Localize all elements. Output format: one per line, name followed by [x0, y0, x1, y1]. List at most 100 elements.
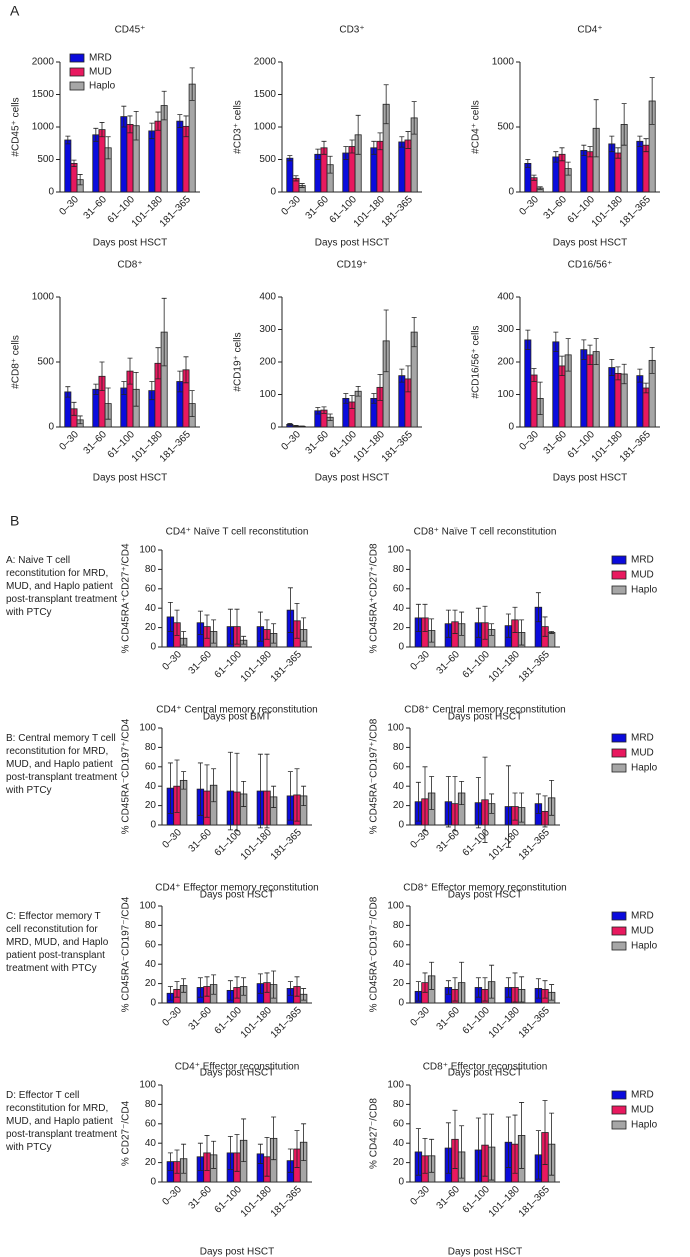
error-bar	[349, 139, 355, 154]
error-bar	[525, 329, 531, 351]
error-bar	[167, 601, 173, 632]
y-tick-label: 80	[393, 920, 405, 931]
x-tick-label: 31–60	[187, 1005, 215, 1033]
bar	[148, 130, 156, 193]
error-bar	[581, 144, 587, 156]
error-bar	[475, 777, 481, 829]
error-bar	[211, 974, 217, 995]
error-bar	[593, 338, 599, 365]
error-bar	[211, 1140, 217, 1169]
x-tick-label: 0–30	[279, 429, 303, 453]
y-axis-label: % CD27⁻/CD4	[121, 1100, 132, 1166]
legend-label: MRD	[631, 911, 654, 922]
legend-label: MUD	[631, 570, 654, 581]
y-tick-label: 60	[393, 761, 405, 772]
chart-title: CD45⁺	[115, 25, 146, 36]
error-bar	[489, 623, 495, 636]
y-tick-label: 0	[398, 998, 404, 1009]
error-bar	[177, 370, 183, 393]
error-bar	[445, 776, 451, 828]
x-axis-label: Days post HSCT	[553, 238, 627, 249]
y-tick-label: 1500	[32, 89, 55, 100]
error-bar	[293, 424, 299, 428]
bar	[636, 375, 644, 428]
error-bar	[537, 186, 543, 190]
chart-title: CD4⁺	[577, 25, 602, 36]
error-bar	[422, 1137, 428, 1174]
x-tick-label: 31–60	[435, 649, 463, 677]
y-tick-label: 0	[150, 642, 156, 653]
y-axis-label: #CD45⁺ cells	[11, 97, 22, 156]
error-bar	[241, 635, 247, 645]
error-bar	[257, 1143, 263, 1164]
chart-title: CD8⁺ Effector reconstitution	[423, 1062, 548, 1073]
y-tick-label: 400	[497, 292, 514, 303]
error-bar	[459, 1125, 465, 1179]
error-bar	[587, 146, 593, 158]
error-bar	[204, 764, 210, 818]
y-axis-label: % CD45RA⁻CD197⁺/CD8	[369, 718, 380, 834]
error-bar	[542, 1100, 548, 1165]
error-bar	[174, 759, 180, 813]
error-bar	[167, 1152, 173, 1171]
y-tick-label: 500	[259, 154, 276, 165]
x-tick-label: 101–180	[487, 1184, 523, 1220]
x-axis-label: Days post HSCT	[448, 712, 522, 723]
x-tick-label: 181–365	[517, 827, 553, 863]
x-tick-label: 181–365	[158, 194, 194, 230]
error-bar	[535, 1130, 541, 1180]
x-axis-label: Days post HSCT	[200, 1068, 274, 1079]
x-tick-label: 181–365	[380, 194, 416, 230]
y-tick-label: 1500	[254, 89, 277, 100]
error-bar	[643, 382, 649, 394]
y-axis-label: % CD427⁻/CD8	[369, 1098, 380, 1169]
y-tick-label: 0	[398, 820, 404, 831]
error-bar	[301, 785, 307, 806]
y-tick-label: 1000	[32, 122, 55, 133]
y-tick-label: 100	[139, 545, 156, 556]
x-tick-label: 181–365	[269, 1184, 305, 1220]
error-bar	[512, 792, 518, 821]
error-bar	[415, 781, 421, 822]
error-bar	[264, 1136, 270, 1177]
error-bar	[301, 988, 307, 1001]
error-bar	[411, 317, 417, 348]
bar	[64, 139, 72, 193]
bar	[580, 149, 588, 193]
error-bar	[531, 174, 537, 181]
error-bar	[93, 383, 99, 395]
y-tick-label: 1000	[254, 122, 277, 133]
y-tick-label: 2000	[32, 57, 55, 68]
bar	[398, 375, 406, 428]
x-tick-label: 0–30	[408, 649, 432, 673]
error-bar	[287, 1148, 293, 1173]
y-tick-label: 200	[259, 357, 276, 368]
chart-title: CD16/56⁺	[568, 260, 613, 271]
y-tick-label: 40	[393, 959, 405, 970]
error-bar	[181, 631, 187, 646]
x-tick-label: 0–30	[517, 194, 541, 218]
error-bar	[415, 981, 421, 1002]
error-bar	[399, 136, 405, 148]
y-tick-label: 40	[145, 959, 157, 970]
error-bar	[621, 103, 627, 146]
error-bar	[343, 146, 349, 160]
error-bar	[549, 631, 555, 634]
x-axis-label: Days post HSCT	[315, 473, 389, 484]
error-bar	[445, 980, 451, 995]
y-axis-label: % CD45RA⁺CD27⁺/CD4	[121, 543, 132, 653]
legend-swatch	[611, 585, 627, 595]
error-bar	[593, 99, 599, 158]
bar	[120, 116, 128, 193]
error-bar	[535, 592, 541, 623]
x-tick-label: 0–30	[160, 1005, 184, 1029]
error-bar	[415, 603, 421, 632]
y-tick-label: 200	[497, 357, 514, 368]
bar	[586, 354, 594, 428]
error-bar	[65, 386, 71, 398]
legend-label: MUD	[631, 926, 654, 937]
legend-label: Haplo	[89, 81, 116, 92]
error-bar	[93, 127, 99, 142]
error-bar	[405, 131, 411, 149]
